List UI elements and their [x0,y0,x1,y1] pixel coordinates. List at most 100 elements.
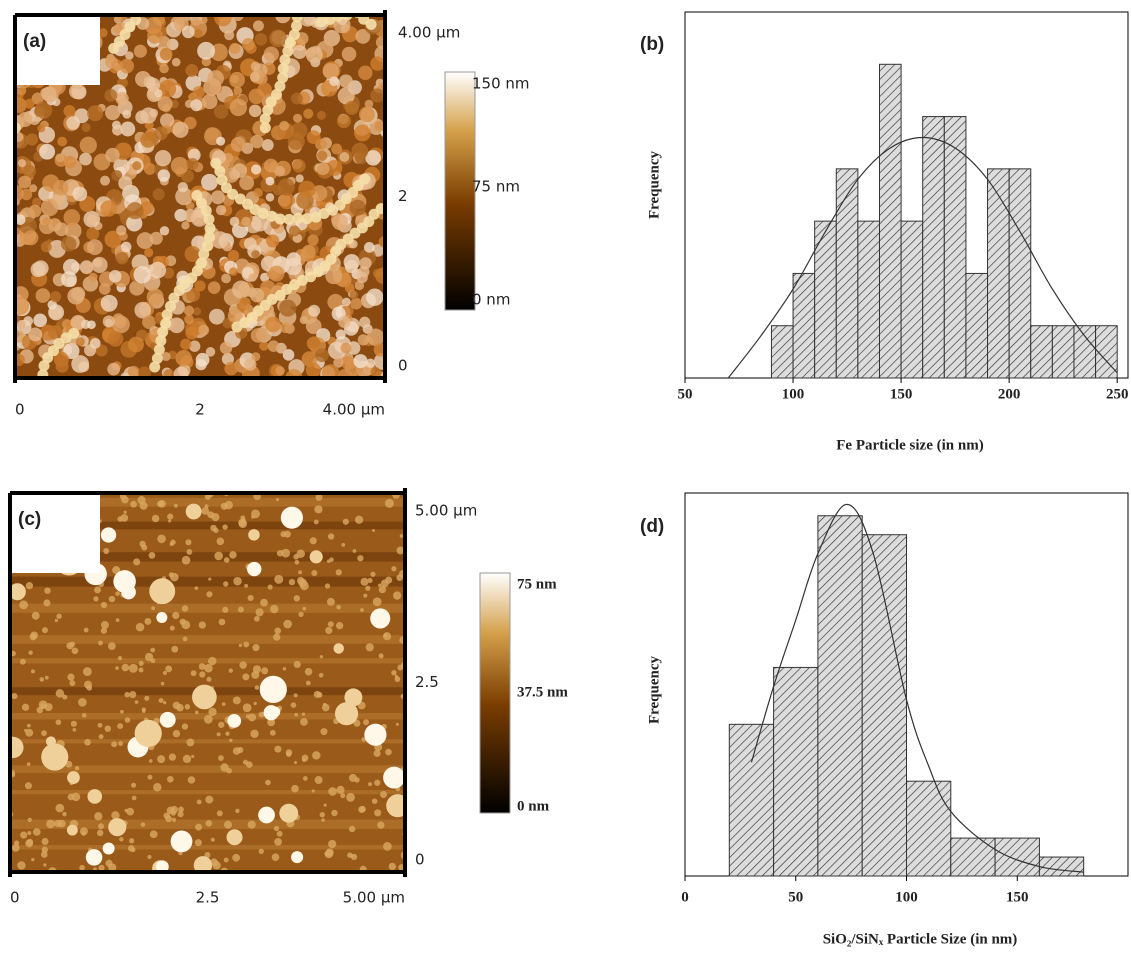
particle [370,608,391,629]
colorbar-label: 0 nm [517,798,550,814]
dot [147,774,153,780]
dot [363,719,370,726]
grain [339,74,353,89]
chain-grain [22,421,33,432]
dot [182,754,192,764]
dot [254,685,260,690]
dot [27,817,32,823]
x-axis-label: SiO₂/SiNₓ Particle Size (in nm) [823,931,1018,947]
colorbar [479,572,511,814]
grain [251,250,260,259]
grain [305,46,323,64]
bar [773,666,819,877]
grain [86,227,100,241]
grain [336,114,351,129]
grain [355,29,371,44]
dot [313,519,319,525]
dot [204,851,211,858]
chain-grain [10,455,21,466]
grain [102,315,115,328]
grain [161,352,171,362]
dot [314,505,323,514]
grain [39,143,56,160]
grain [29,184,38,193]
grain [337,368,353,378]
chain-grain [262,104,274,116]
grain [104,230,122,248]
particle [291,851,304,864]
stripe [10,765,405,773]
dot [258,848,264,854]
dot [224,820,233,829]
dot [115,666,119,670]
dot [20,831,28,839]
x-tick-label: 5.00 µm [343,889,405,907]
chain-grain [341,0,352,4]
grain [280,322,292,334]
grain [279,299,297,317]
dot [206,591,213,598]
dot [346,792,355,802]
dot [367,577,373,583]
grain [79,152,92,166]
dot [124,717,131,723]
dot [19,600,29,610]
dot [21,703,30,711]
dot [94,586,102,594]
dot [111,811,120,820]
dot [210,837,215,842]
grain [374,121,385,132]
particle [226,829,243,846]
dot [205,819,213,827]
chain-grain [10,464,21,475]
grain [375,267,385,284]
dot [181,555,191,565]
grain [79,136,97,154]
grain [62,258,80,276]
dot [232,853,241,862]
grain [278,192,296,210]
grain [322,63,339,80]
dot [233,576,242,586]
dot [168,753,177,761]
chain-grain [42,352,54,364]
dot [222,524,228,530]
dot [371,798,378,805]
dot [205,795,214,804]
dot [253,615,260,622]
dot [301,712,306,716]
colorbar-label: 37.5 nm [517,684,568,700]
particle [247,561,262,577]
dot [327,533,335,540]
stripe [10,603,405,613]
grain [305,318,322,335]
grain [35,288,51,303]
dot [108,595,116,603]
particle [334,702,359,726]
grain [359,316,371,328]
grain [301,244,316,259]
dot [191,754,195,759]
dot [165,665,173,673]
stripe [10,790,405,795]
chain-grain [164,300,176,312]
grain [293,113,303,123]
grain [133,265,152,284]
bar [861,534,908,877]
dot [81,712,87,718]
grain [55,153,65,163]
chain-grain [204,231,216,243]
dot [201,507,210,515]
bar [994,837,1040,877]
stripe [10,521,405,530]
grain [89,337,101,349]
grain [373,342,385,357]
chain-grain [34,387,45,398]
grain [232,163,248,178]
dot [296,549,305,558]
dot [98,734,104,740]
dot [213,527,219,534]
dot [41,730,47,737]
dot [100,627,108,634]
grain [112,313,125,325]
